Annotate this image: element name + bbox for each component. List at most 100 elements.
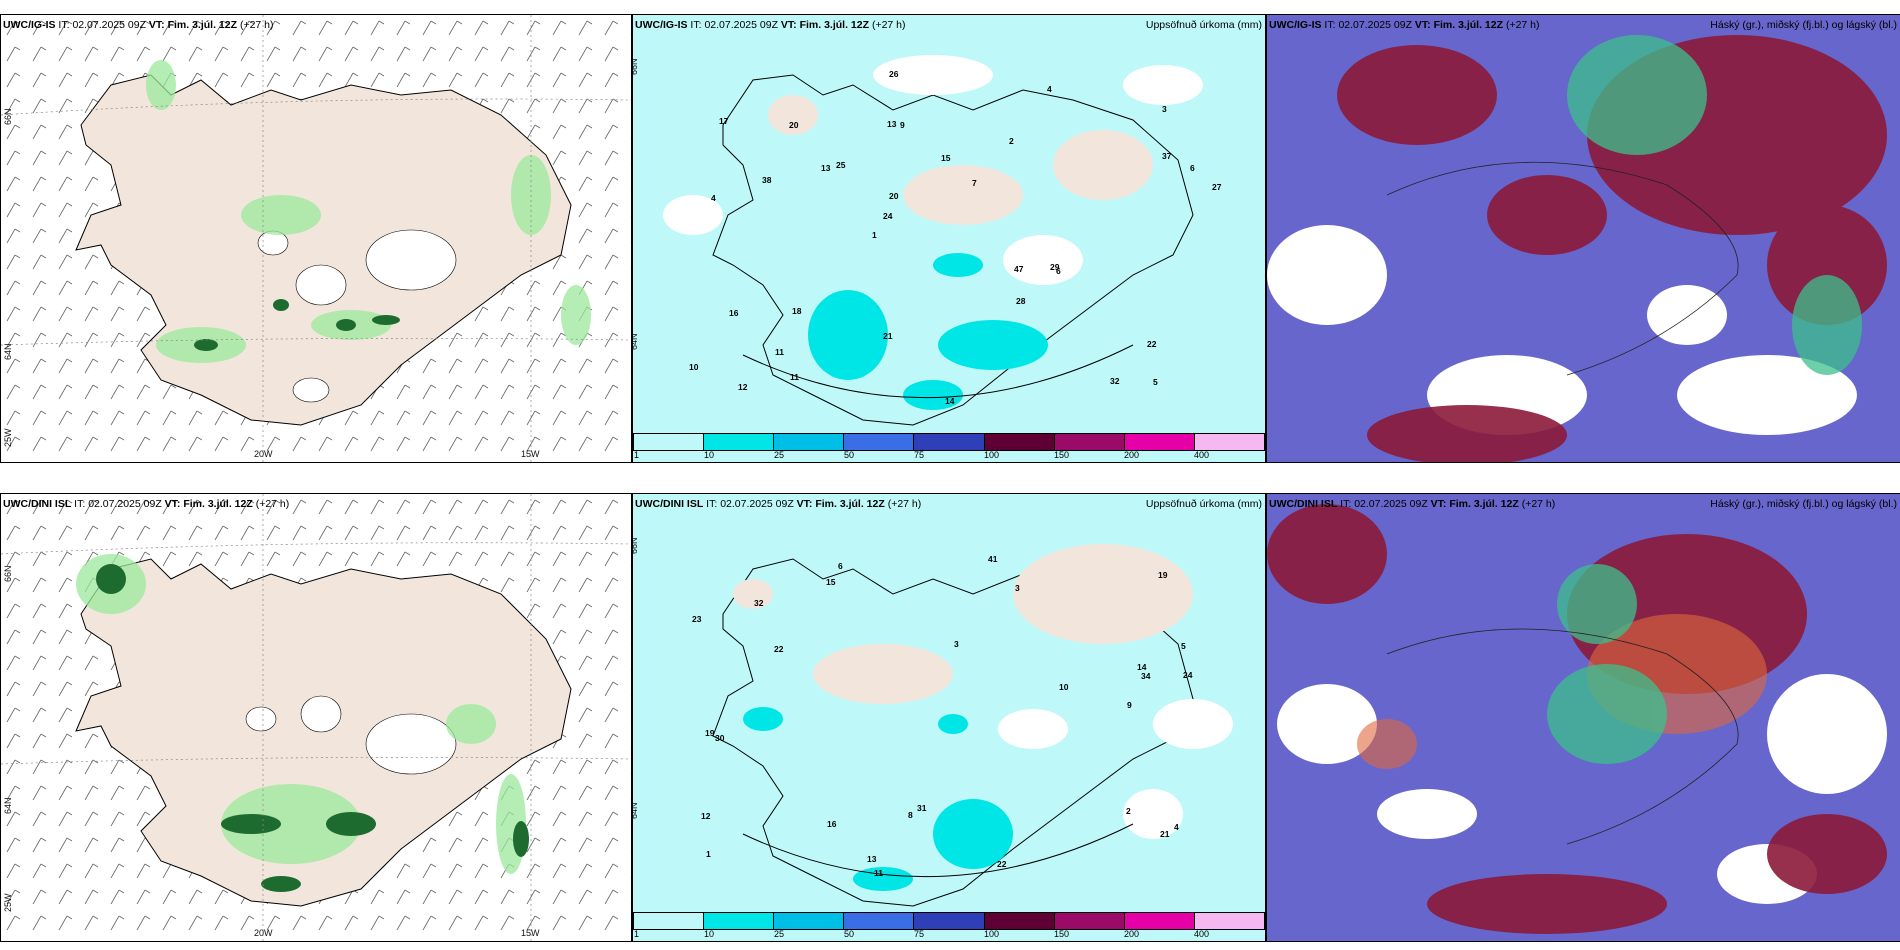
lat-label-64: 64N xyxy=(3,343,13,360)
precip-value-label: 27 xyxy=(1212,182,1222,192)
colorbar-segment xyxy=(984,434,1055,450)
lat-label-64: 64N xyxy=(3,797,13,814)
colorbar-segment xyxy=(914,913,985,929)
map-panel-bottom-wind-precip: UWC/DINI ISL IT: 02.07.2025 09Z VT: Fim.… xyxy=(0,493,632,942)
panel-title: UWC/DINI ISL IT: 02.07.2025 09Z VT: Fim.… xyxy=(3,498,290,510)
precip-value-label: 2 xyxy=(1126,806,1131,816)
colorbar-segment xyxy=(1124,434,1195,450)
precip-value-label: 21 xyxy=(883,331,893,341)
precip-value-label: 24 xyxy=(883,211,893,221)
colorbar-bottom xyxy=(633,912,1265,930)
precip-value-label: 16 xyxy=(827,819,837,829)
precip-value-label: 2 xyxy=(1009,136,1014,146)
lat-label-66: 66N xyxy=(632,58,639,75)
colorbar-tick-label: 25 xyxy=(774,450,785,460)
precip-value-label: 15 xyxy=(941,153,951,163)
colorbar-segment xyxy=(634,913,705,929)
colorbar-segment xyxy=(634,434,705,450)
colorbar-tick-label: 150 xyxy=(1054,450,1070,460)
colorbar-segment xyxy=(1194,434,1264,450)
lat-label-64: 64N xyxy=(632,802,639,819)
precip-value-label: 1 xyxy=(872,230,877,240)
lon-label-20: 20W xyxy=(254,928,273,938)
precip-value-label: 14 xyxy=(1137,662,1147,672)
precip-value-label: 23 xyxy=(692,614,702,624)
precip-value-label: 12 xyxy=(701,811,711,821)
colorbar-segment xyxy=(774,434,845,450)
panel-right-title: Uppsöfnuð úrkoma (mm) xyxy=(1145,498,1262,510)
precip-value-label: 21 xyxy=(1160,829,1170,839)
lon-label-15: 15W xyxy=(521,449,540,459)
colorbar-tick-label: 10 xyxy=(704,450,715,460)
colorbar-segment xyxy=(1054,913,1125,929)
precip-value-label: 13 xyxy=(887,119,897,129)
precip-value-label: 22 xyxy=(997,859,1007,869)
colorbar-tick-label: 50 xyxy=(844,450,855,460)
precip-value-label: 37 xyxy=(1162,151,1172,161)
precip-value-label: 24 xyxy=(1183,670,1193,680)
precip-value-label: 6 xyxy=(1056,266,1061,276)
precip-value-label: 4 xyxy=(1047,84,1052,94)
panel-right-title: Háský (gr.), miðský (fj.bl.) og lágský (… xyxy=(1710,498,1897,510)
precip-value-label: 25 xyxy=(836,160,846,170)
precip-value-label: 8 xyxy=(908,810,913,820)
precip-value-label: 19 xyxy=(705,728,715,738)
precip-value-label: 32 xyxy=(754,598,764,608)
panel-title: UWC/IG-IS IT: 02.07.2025 09Z VT: Fim. 3.… xyxy=(635,19,906,31)
colorbar-tick-label: 25 xyxy=(774,929,785,939)
lon-label-25: 25W xyxy=(3,893,13,912)
map-panel-bottom-accum-precip: UWC/DINI ISL IT: 02.07.2025 09Z VT: Fim.… xyxy=(632,493,1266,942)
precip-value-label: 28 xyxy=(1016,296,1026,306)
lon-label-20: 20W xyxy=(254,449,273,459)
lat-label-66: 66N xyxy=(632,537,639,554)
precip-value-label: 31 xyxy=(917,803,927,813)
precip-value-label: 26 xyxy=(889,69,899,79)
colorbar-segment xyxy=(1124,913,1195,929)
panel-title: UWC/DINI ISL IT: 02.07.2025 09Z VT: Fim.… xyxy=(635,498,922,510)
lat-label-64: 64N xyxy=(632,333,639,350)
precip-value-label: 7 xyxy=(972,178,977,188)
precip-value-label: 3 xyxy=(1162,104,1167,114)
lat-label-66: 66N xyxy=(3,565,13,582)
precip-value-label: 11 xyxy=(790,372,799,382)
precip-value-label: 47 xyxy=(1014,264,1024,274)
panel-title: UWC/IG-IS IT: 02.07.2025 09Z VT: Fim. 3.… xyxy=(1269,19,1540,31)
panel-right-title: Uppsöfnuð úrkoma (mm) xyxy=(1145,19,1262,31)
precip-value-label: 13 xyxy=(867,854,877,864)
colorbar-segment xyxy=(704,913,775,929)
precip-value-label: 30 xyxy=(715,733,725,743)
precip-value-label: 6 xyxy=(1190,163,1195,173)
colorbar-top xyxy=(633,433,1265,451)
panel-title: UWC/DINI ISL IT: 02.07.2025 09Z VT: Fim.… xyxy=(1269,498,1556,510)
cloud-map-bottom xyxy=(1267,494,1900,941)
precip-value-label: 5 xyxy=(1181,641,1186,651)
precip-value-label: 12 xyxy=(738,382,748,392)
colorbar-tick-label: 50 xyxy=(844,929,855,939)
colorbar-segment xyxy=(844,434,915,450)
colorbar-tick-label: 150 xyxy=(1054,929,1070,939)
precip-value-label: 3 xyxy=(1015,583,1020,593)
precip-value-label: 17 xyxy=(719,116,729,126)
precip-value-label: 32 xyxy=(1110,376,1120,386)
precip-map-top xyxy=(633,15,1265,462)
precip-map-bottom xyxy=(633,494,1265,941)
colorbar-tick-label: 75 xyxy=(914,450,925,460)
precip-value-label: 34 xyxy=(1141,671,1151,681)
colorbar-tick-label: 200 xyxy=(1124,929,1140,939)
lon-label-25: 25W xyxy=(3,428,13,447)
map-panel-top-clouds: UWC/IG-IS IT: 02.07.2025 09Z VT: Fim. 3.… xyxy=(1266,14,1900,463)
precip-value-label: 19 xyxy=(1158,570,1168,580)
lon-label-15: 15W xyxy=(521,928,540,938)
panel-right-title: Háský (gr.), miðský (fj.bl.) og lágský (… xyxy=(1710,19,1897,31)
colorbar-segment xyxy=(1054,434,1125,450)
precip-value-label: 15 xyxy=(826,577,836,587)
panel-title: UWC/IG-IS IT: 02.07.2025 09Z VT: Fim. 3.… xyxy=(3,19,274,31)
colorbar-tick-label: 10 xyxy=(704,929,715,939)
colorbar-segment xyxy=(704,434,775,450)
precip-value-label: 11 xyxy=(775,347,784,357)
precip-value-label: 3 xyxy=(954,639,959,649)
lat-label-66: 66N xyxy=(3,108,13,125)
colorbar-tick-label: 400 xyxy=(1194,450,1210,460)
precip-value-label: 10 xyxy=(689,362,699,372)
precip-value-label: 16 xyxy=(729,308,739,318)
